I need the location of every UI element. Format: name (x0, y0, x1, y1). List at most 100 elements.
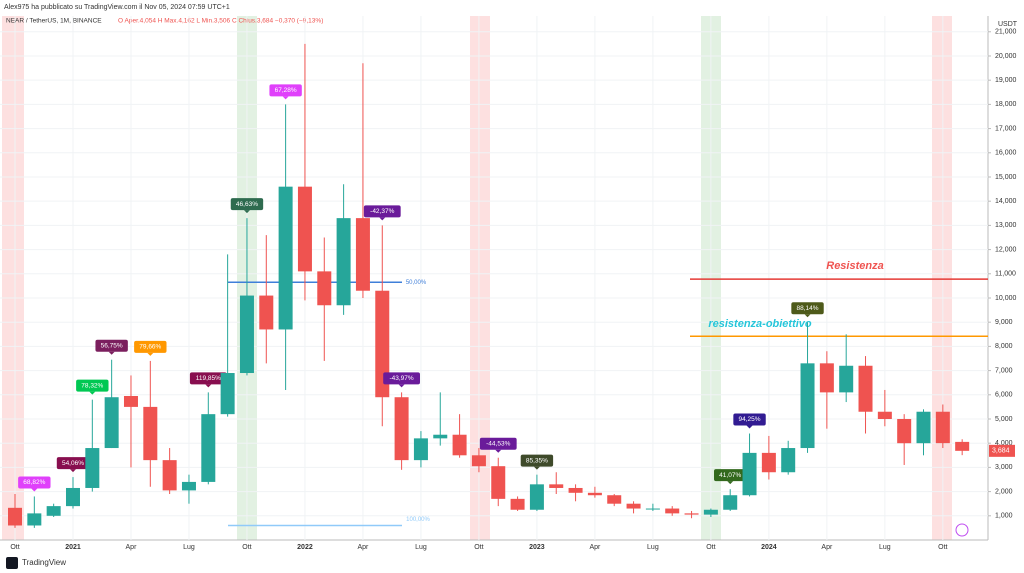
candle-body (123, 396, 138, 407)
candle-body (529, 484, 544, 510)
x-tick-label: Lug (183, 544, 195, 551)
y-tick-label: 5,000 (995, 416, 1013, 423)
level-label: 50,00% (406, 280, 427, 286)
candle-body (761, 452, 776, 473)
candle-label: -44,53% (486, 440, 510, 447)
candle-body (549, 484, 564, 488)
candle-body (85, 448, 100, 488)
candle-body (800, 363, 815, 449)
candle-body (162, 460, 177, 491)
candle-label-pointer (398, 384, 405, 388)
candle-label: 85,35% (526, 457, 548, 464)
candle-label-box (479, 437, 517, 450)
candle-label: 88,14% (797, 305, 819, 312)
y-tick-label: 13,000 (995, 222, 1017, 229)
candle-label-pointer (379, 217, 386, 221)
brand-logo (6, 557, 18, 569)
candle-label-box (95, 339, 128, 352)
x-tick-label: Ott (10, 544, 19, 551)
y-tick-label: 3,000 (995, 464, 1013, 471)
candle-label-box (791, 302, 824, 315)
candle-body (839, 365, 854, 393)
candle-label-box (520, 454, 554, 467)
candle-body (452, 434, 467, 456)
ohlc-text: O Aper.4,054 H Max.4,162 L Min.3,506 C C… (118, 18, 323, 25)
x-tick-label: Lug (879, 544, 891, 551)
last-price-label: 3,684 (992, 448, 1010, 455)
x-tick-label: Ott (242, 544, 251, 551)
y-tick-label: 15,000 (995, 174, 1017, 181)
candle-label-box (230, 198, 264, 211)
y-tick-label: 11,000 (995, 271, 1016, 278)
band (470, 16, 490, 540)
candle-label-pointer (69, 469, 76, 473)
candle-label-pointer (147, 352, 154, 356)
candle-label-pointer (727, 481, 734, 485)
y-tick-label: 4,000 (995, 440, 1013, 447)
candle-label: 119,85% (196, 375, 221, 382)
candle-label-box (18, 476, 51, 489)
candle-label: 79,66% (139, 344, 161, 351)
candle-label: -42,37% (370, 208, 394, 215)
x-tick-label: Apr (821, 544, 833, 551)
candle-label-box (714, 469, 747, 482)
candle-body (433, 434, 448, 439)
publisher-line: Alex975 ha pubblicato su TradingView.com… (4, 4, 230, 11)
candle-body (471, 455, 486, 467)
level-label: resistenza-obiettivo (708, 318, 812, 330)
y-tick-label: 14,000 (995, 198, 1017, 205)
candle-body (626, 503, 641, 509)
y-tick-label: 6,000 (995, 392, 1013, 399)
candle-body (703, 509, 718, 515)
candle-body (955, 441, 970, 451)
candle-label-pointer (243, 210, 250, 214)
candle-label: 94,25% (739, 416, 761, 423)
candle-body (317, 271, 332, 306)
candle-label: 67,28% (275, 87, 297, 94)
x-tick-label: Ott (474, 544, 483, 551)
candle-body (27, 513, 42, 526)
y-tick-label: 17,000 (995, 125, 1017, 132)
candle-body (297, 186, 312, 272)
x-tick-label: 2021 (65, 544, 81, 551)
x-tick-label: 2024 (761, 544, 777, 551)
candle-body (278, 186, 293, 330)
candle-body (858, 365, 873, 412)
candle-body (104, 397, 119, 449)
candle-body (916, 411, 931, 444)
x-tick-label: Apr (589, 544, 601, 551)
candle-label-pointer (746, 425, 753, 429)
candle-label-box (134, 340, 167, 353)
candle-label: 54,06% (62, 460, 84, 467)
candle-body (568, 487, 583, 493)
candle-body (181, 481, 196, 491)
candle-body (336, 218, 351, 306)
candle-body (65, 487, 80, 507)
candle-body (723, 495, 738, 510)
candle-label-box (363, 205, 401, 218)
candle-label-box (383, 372, 420, 385)
y-tick-label: 2,000 (995, 488, 1013, 495)
x-tick-label: Ott (706, 544, 715, 551)
y-tick-label: 16,000 (995, 150, 1017, 157)
last-price-box (989, 444, 1015, 457)
y-tick-label: 9,000 (995, 319, 1013, 326)
x-tick-label: Apr (357, 544, 369, 551)
candle-label-box (56, 457, 90, 470)
candle-body (46, 506, 61, 516)
level-label: 100,00% (406, 517, 430, 523)
candle-body (877, 411, 892, 419)
candle-body (491, 466, 506, 499)
candle-body (897, 418, 912, 444)
footer-brand: TradingView (22, 558, 66, 567)
candle-label: 41,07% (719, 472, 741, 479)
candle-body (819, 363, 834, 393)
candle-label-pointer (31, 488, 38, 492)
y-tick-label: 20,000 (995, 53, 1017, 60)
candle-label-pointer (495, 449, 502, 453)
candle-body (935, 411, 950, 444)
candle-label-pointer (533, 466, 540, 470)
candle-label: 68,82% (23, 479, 45, 486)
